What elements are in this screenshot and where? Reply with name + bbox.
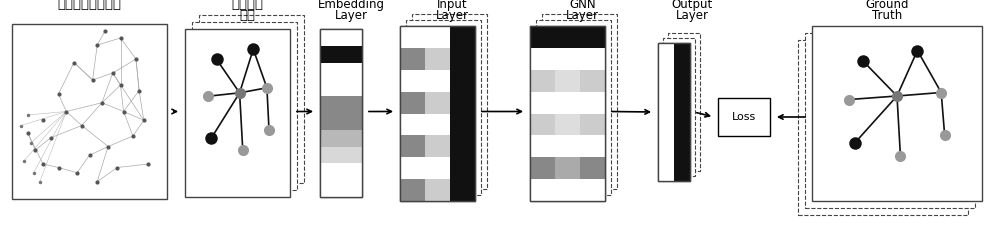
Bar xyxy=(663,38,695,176)
Text: Layer: Layer xyxy=(676,9,708,22)
Bar xyxy=(530,157,555,179)
Bar xyxy=(12,24,167,199)
Bar xyxy=(555,26,580,48)
Bar xyxy=(400,157,425,179)
Bar xyxy=(320,79,362,96)
Bar xyxy=(580,26,605,48)
Text: Truth: Truth xyxy=(872,9,902,22)
Bar xyxy=(400,135,425,157)
Bar xyxy=(320,164,362,180)
Bar xyxy=(530,92,555,114)
Bar xyxy=(185,29,290,197)
Bar xyxy=(450,92,475,114)
Bar xyxy=(400,26,425,48)
Bar xyxy=(400,70,425,92)
Bar xyxy=(542,14,617,189)
Bar xyxy=(530,26,555,48)
Text: Layer: Layer xyxy=(436,9,469,22)
Bar xyxy=(580,70,605,92)
Bar xyxy=(555,48,580,70)
Bar xyxy=(555,157,580,179)
Bar xyxy=(658,43,690,181)
Bar xyxy=(425,48,450,70)
Text: GNN: GNN xyxy=(569,0,596,11)
Bar xyxy=(400,179,425,201)
Bar xyxy=(530,179,555,201)
Bar xyxy=(320,113,362,130)
Text: Output: Output xyxy=(671,0,713,11)
Bar xyxy=(674,43,690,181)
Bar xyxy=(425,26,450,48)
Bar xyxy=(400,92,425,114)
Bar xyxy=(580,92,605,114)
Bar xyxy=(555,70,580,92)
Bar xyxy=(450,26,475,48)
Bar xyxy=(530,70,555,92)
Bar xyxy=(320,147,362,164)
Bar xyxy=(450,70,475,92)
Bar xyxy=(530,48,555,70)
Bar xyxy=(555,179,580,201)
Bar xyxy=(320,46,362,63)
Text: 有限状态机图模型: 有限状态机图模型 xyxy=(58,0,122,11)
Bar xyxy=(536,20,611,195)
Text: Layer: Layer xyxy=(566,9,599,22)
Bar xyxy=(580,179,605,201)
Bar xyxy=(450,114,475,135)
Bar xyxy=(400,26,475,201)
Bar xyxy=(555,135,580,157)
Bar xyxy=(580,157,605,179)
Bar xyxy=(580,135,605,157)
Bar xyxy=(320,29,362,46)
Bar xyxy=(406,20,481,195)
Bar xyxy=(425,114,450,135)
Bar xyxy=(400,26,475,201)
Bar xyxy=(658,43,690,181)
Bar xyxy=(320,29,362,197)
Bar xyxy=(412,14,487,189)
Bar xyxy=(400,114,425,135)
Text: Layer: Layer xyxy=(334,9,368,22)
Text: Ground: Ground xyxy=(865,0,909,11)
Bar xyxy=(718,98,770,136)
Bar xyxy=(400,48,425,70)
Text: Input: Input xyxy=(437,0,468,11)
Bar xyxy=(320,29,362,197)
Bar xyxy=(530,26,605,201)
Bar xyxy=(320,63,362,79)
Bar xyxy=(530,26,605,201)
Text: 随机游走: 随机游走 xyxy=(232,0,264,11)
Bar xyxy=(450,135,475,157)
Bar xyxy=(530,135,555,157)
Bar xyxy=(199,15,304,183)
Bar xyxy=(555,114,580,135)
Bar xyxy=(320,96,362,113)
Text: Embedding: Embedding xyxy=(318,0,384,11)
Bar xyxy=(555,92,580,114)
Bar xyxy=(425,135,450,157)
Bar xyxy=(320,130,362,147)
Bar xyxy=(812,26,982,201)
Bar xyxy=(320,180,362,197)
Bar xyxy=(668,33,700,171)
Text: 采样: 采样 xyxy=(240,9,256,22)
Text: Loss: Loss xyxy=(732,112,756,122)
Bar xyxy=(192,22,297,190)
Bar xyxy=(580,48,605,70)
Bar xyxy=(580,114,605,135)
Bar xyxy=(425,157,450,179)
Bar xyxy=(450,157,475,179)
Bar xyxy=(425,92,450,114)
Bar xyxy=(450,48,475,70)
Bar xyxy=(450,179,475,201)
Bar xyxy=(425,179,450,201)
Bar xyxy=(805,33,975,208)
Bar xyxy=(425,70,450,92)
Bar xyxy=(658,43,674,181)
Bar xyxy=(530,114,555,135)
Bar xyxy=(798,40,968,215)
